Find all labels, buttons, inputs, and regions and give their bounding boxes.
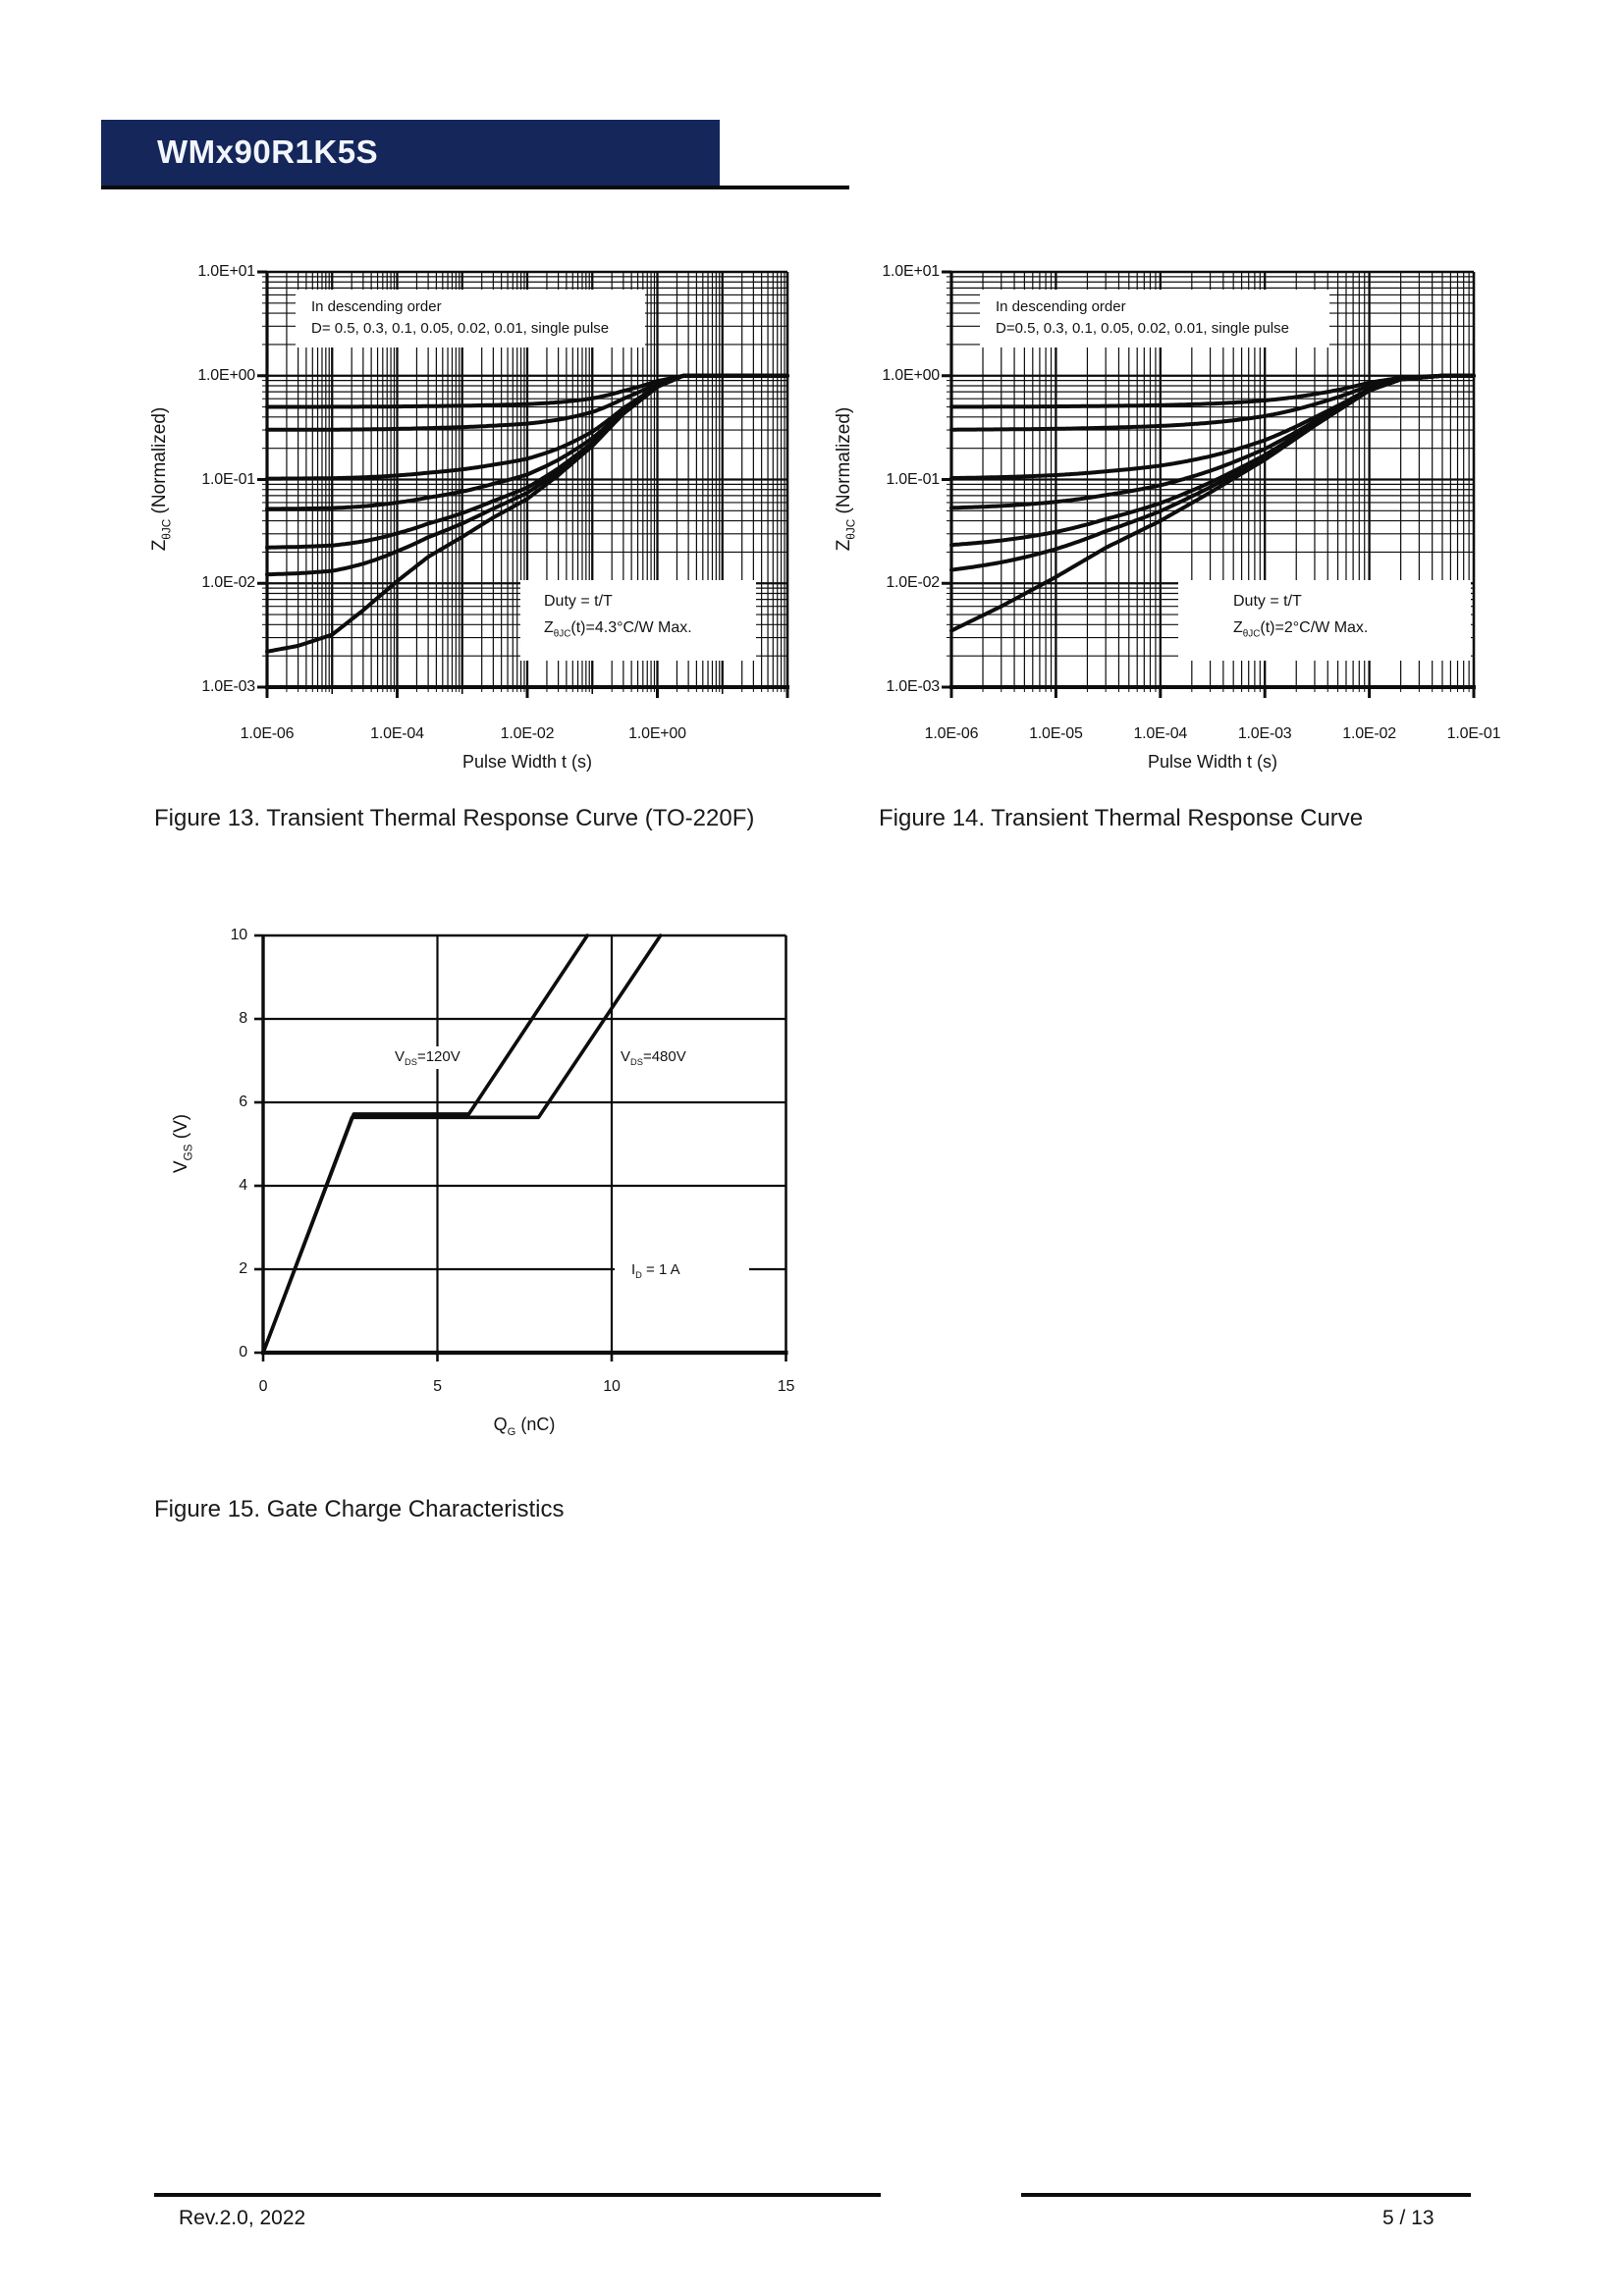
fig15-vds120-base: V (395, 1048, 406, 1065)
fig14-note-line2: ZθJC(t)=2°C/W Max. (1233, 619, 1471, 639)
fig13-note-line2: ZθJC(t)=4.3°C/W Max. (544, 619, 756, 639)
fig14-y-axis-title-sub: θJC (844, 518, 858, 540)
footer-rule-left (154, 2193, 881, 2197)
fig14-legend-line1: In descending order (996, 298, 1126, 315)
tick-label: 1.0E-03 (201, 678, 255, 695)
fig13-note-z-base: Z (544, 619, 554, 636)
fig14-note-z-rest: (t)=2°C/W Max. (1260, 619, 1369, 636)
tick-label: 1.0E-04 (370, 725, 424, 742)
curve (949, 373, 1476, 633)
tick-label: 10 (230, 927, 248, 943)
fig13-note-z-rest: (t)=4.3°C/W Max. (570, 619, 692, 636)
tick-label: 1.0E+00 (197, 366, 255, 384)
fig13-note-line1: Duty = t/T (544, 593, 613, 610)
tick-label: 10 (603, 1378, 621, 1395)
fig14-y-axis-title-rest: (Normalized) (834, 406, 854, 519)
fig14-y-axis-title: ZθJC (Normalized) (832, 332, 857, 626)
fig13-note-box: Duty = t/T ZθJC(t)=4.3°C/W Max. (520, 580, 756, 661)
footer-revision: Rev.2.0, 2022 (179, 2207, 306, 2229)
tick-label: 1.0E-04 (1133, 725, 1188, 742)
fig15-vds120-rest: =120V (416, 1048, 460, 1065)
footer-page-number: 5 / 13 (1382, 2207, 1435, 2229)
tick-label: 1.0E-02 (886, 574, 940, 592)
fig15-id-base: I (631, 1261, 636, 1278)
fig13-legend-line2: D= 0.5, 0.3, 0.1, 0.05, 0.02, 0.01, sing… (311, 320, 610, 337)
tick-label: 2 (239, 1260, 247, 1277)
tick-label: 0 (239, 1344, 247, 1361)
tick-label: 1.0E+01 (882, 263, 940, 280)
tick-label: 1.0E-01 (1446, 725, 1501, 742)
fig13-x-axis-title: Pulse Width t (s) (461, 752, 593, 772)
tick-label: 15 (777, 1378, 795, 1395)
curve (949, 373, 1476, 481)
fig13-y-axis-title-rest: (Normalized) (149, 406, 170, 519)
tick-label: 5 (433, 1378, 442, 1395)
fig15-vds480-rest: =480V (642, 1048, 686, 1065)
fig15-id-sub: D (635, 1270, 642, 1281)
tick-label: 4 (239, 1177, 247, 1194)
tick-label: 1.0E-05 (1029, 725, 1083, 742)
fig14-caption: Figure 14. Transient Thermal Response Cu… (879, 805, 1364, 831)
fig13-legend-box: In descending order D= 0.5, 0.3, 0.1, 0.… (296, 290, 645, 347)
fig14-x-axis-title: Pulse Width t (s) (1147, 752, 1278, 772)
fig13-caption: Figure 13. Transient Thermal Response Cu… (154, 805, 755, 831)
fig15-vds120-label: VDS=120V (391, 1046, 464, 1070)
tick-label: 8 (239, 1010, 247, 1027)
page-title: WMx90R1K5S (157, 133, 379, 170)
tick-label: 1.0E-01 (201, 470, 255, 488)
tick-label: 0 (258, 1378, 268, 1395)
fig15-y-axis-title-rest: (V) (171, 1113, 191, 1145)
tick-label: 1.0E-02 (201, 574, 255, 592)
fig15-caption: Figure 15. Gate Charge Characteristics (154, 1496, 565, 1522)
header-rule (101, 186, 849, 189)
tick-label: 6 (239, 1094, 247, 1110)
curve (949, 373, 1476, 548)
fig15-id-rest: = 1 A (641, 1261, 680, 1278)
fig15-x-axis-title-sub: G (507, 1426, 516, 1439)
fig15-id-label-box: ID = 1 A (615, 1249, 749, 1308)
tick-label: 1.0E-03 (1237, 725, 1292, 742)
tick-label: 1.0E+00 (628, 725, 686, 742)
fig15-vds480-sub: DS (630, 1057, 643, 1068)
fig15-x-axis-title: QG (nC) (387, 1415, 662, 1438)
fig15-vds480-base: V (621, 1048, 631, 1065)
fig15-y-axis-title-base: V (171, 1160, 191, 1174)
fig15-x-axis-title-rest: (nC) (515, 1415, 556, 1434)
fig14-note-box: Duty = t/T ZθJC(t)=2°C/W Max. (1178, 580, 1471, 661)
tick-label: 1.0E+00 (882, 366, 940, 384)
tick-label: 1.0E-03 (886, 678, 940, 695)
tick-label: 1.0E-02 (500, 725, 555, 742)
curve (265, 373, 789, 654)
fig14-legend-box: In descending order D=0.5, 0.3, 0.1, 0.0… (980, 290, 1329, 347)
curve (261, 934, 663, 1355)
fig14-note-z-base: Z (1233, 619, 1243, 636)
fig14-note-line1: Duty = t/T (1233, 593, 1302, 610)
fig14-legend-line2: D=0.5, 0.3, 0.1, 0.05, 0.02, 0.01, singl… (996, 320, 1289, 337)
tick-label: 1.0E-01 (886, 470, 940, 488)
fig15-vds480-label: VDS=480V (617, 1046, 690, 1070)
fig15-vds120-sub: DS (405, 1057, 417, 1068)
fig15-y-axis-title: VGS (V) (169, 996, 194, 1291)
tick-label: 1.0E+01 (197, 263, 255, 280)
fig13-note-z-sub: θJC (553, 628, 571, 640)
tick-label: 1.0E-06 (924, 725, 979, 742)
fig15-x-axis-title-base: Q (493, 1415, 508, 1434)
curve (261, 934, 590, 1355)
tick-label: 1.0E-06 (240, 725, 295, 742)
fig14-y-axis-title-base: Z (834, 539, 854, 552)
fig14-note-z-sub: θJC (1242, 628, 1261, 640)
header-bar: WMx90R1K5S (101, 120, 720, 186)
tick-label: 1.0E-02 (1342, 725, 1396, 742)
fig13-y-axis-title: ZθJC (Normalized) (147, 332, 173, 626)
fig15-y-axis-title-sub: GS (182, 1144, 195, 1161)
fig13-y-axis-title-sub: θJC (160, 518, 174, 540)
footer-rule-right (1021, 2193, 1471, 2197)
fig13-legend-line1: In descending order (311, 298, 442, 315)
fig13-y-axis-title-base: Z (149, 539, 170, 552)
